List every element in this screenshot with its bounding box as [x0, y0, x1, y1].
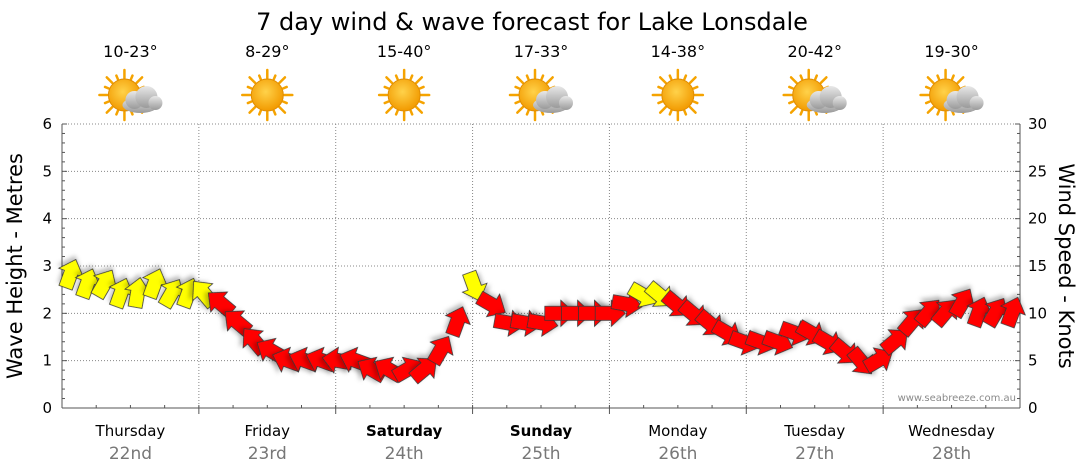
day-date-label: 23rd: [248, 444, 287, 464]
chart-title: 7 day wind & wave forecast for Lake Lons…: [256, 8, 808, 36]
day-name-label: Wednesday: [908, 422, 995, 440]
day-name-label: Friday: [245, 422, 291, 440]
left-tick-label: 1: [42, 352, 52, 370]
right-axis-label: Wind Speed - Knots: [1054, 163, 1078, 368]
day-date-label: 24th: [385, 444, 424, 464]
partly-cloudy-icon: [919, 68, 984, 122]
left-tick-label: 0: [42, 399, 52, 417]
temperature-range: 14-38°: [651, 42, 706, 61]
day-name-label: Thursday: [95, 422, 166, 440]
left-tick-label: 6: [42, 115, 52, 133]
temperature-range: 15-40°: [377, 42, 432, 61]
sunny-icon: [651, 68, 705, 122]
wind-arrow: [475, 290, 506, 318]
left-tick-label: 2: [42, 304, 52, 322]
left-tick-label: 5: [42, 162, 52, 180]
day-name-label: Monday: [648, 422, 707, 440]
wind-arrow: [999, 296, 1026, 329]
right-tick-label: 0: [1028, 399, 1038, 417]
temperature-range: 20-42°: [787, 42, 842, 61]
left-tick-label: 3: [42, 257, 52, 275]
right-tick-label: 5: [1028, 352, 1038, 370]
temperature-range: 8-29°: [245, 42, 289, 61]
temperature-range: 10-23°: [103, 42, 158, 61]
wind-arrow: [862, 347, 893, 374]
wind-arrow: [930, 299, 958, 329]
day-date-label: 26th: [658, 444, 697, 464]
right-tick-label: 20: [1028, 210, 1047, 228]
wind-arrow: [444, 306, 471, 338]
wind-arrow: [207, 291, 237, 319]
day-date-label: 25th: [521, 444, 560, 464]
day-name-label: Saturday: [366, 422, 443, 440]
right-tick-label: 30: [1028, 115, 1047, 133]
partly-cloudy-icon: [508, 68, 573, 122]
wind-arrow: [408, 357, 437, 385]
wind-arrows-series: [57, 258, 1026, 385]
day-name-label: Tuesday: [783, 422, 845, 440]
wind-arrow: [879, 329, 908, 356]
plot-grid: [61, 123, 1021, 414]
wind-arrow: [108, 277, 135, 310]
credit-text: www.seabreeze.com.au: [898, 393, 1016, 404]
right-tick-label: 15: [1028, 257, 1047, 275]
sunny-icon: [241, 68, 294, 122]
day-date-label: 27th: [795, 444, 834, 464]
wind-arrow: [426, 335, 454, 367]
day-name-label: Sunday: [510, 422, 573, 440]
sunny-icon: [377, 68, 431, 122]
temperature-range: 17-33°: [514, 42, 569, 61]
day-date-label: 22nd: [109, 444, 152, 464]
wind-arrow: [57, 258, 84, 291]
partly-cloudy-icon: [98, 68, 163, 122]
left-axis-label: Wave Height - Metres: [3, 153, 27, 379]
left-tick-label: 4: [42, 210, 52, 228]
day-date-label: 28th: [932, 444, 971, 464]
right-tick-label: 25: [1028, 162, 1047, 180]
temperature-range: 19-30°: [924, 42, 979, 61]
right-tick-label: 10: [1028, 304, 1047, 322]
partly-cloudy-icon: [782, 68, 847, 122]
